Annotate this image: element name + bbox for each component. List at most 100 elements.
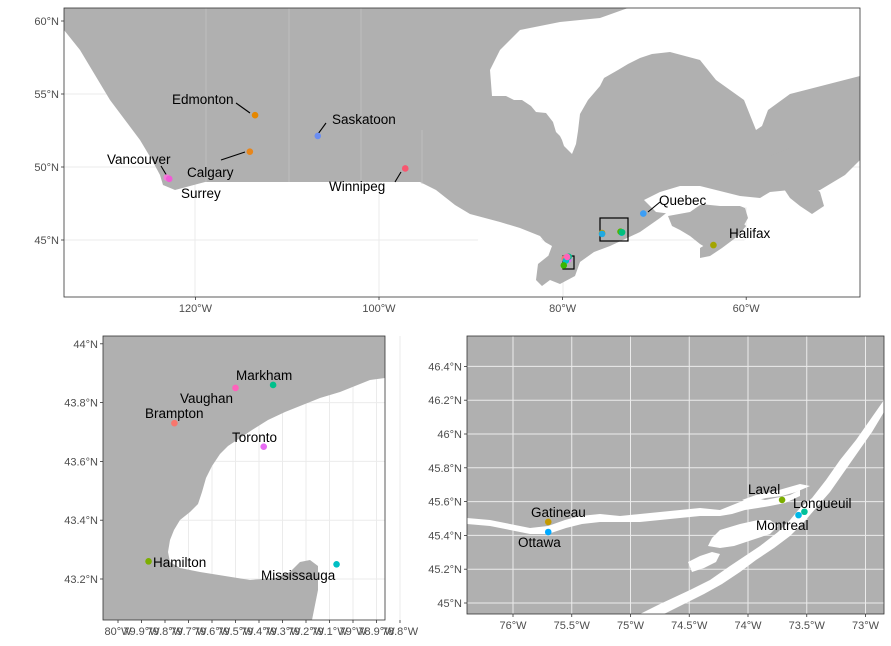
city-point-laval: [778, 496, 786, 504]
city-label-halifax: Halifax: [729, 226, 771, 241]
x-tick-label: 79.1°W: [311, 626, 348, 638]
city-point-halifax: [710, 241, 717, 249]
y-tick-label: 44°N: [73, 339, 98, 351]
ottawa-montreal-labels: Gatineau Ottawa Laval Longueuil Montreal: [518, 482, 852, 550]
y-tick-label: 55°N: [34, 89, 59, 101]
city-point-gatineau: [544, 518, 552, 526]
city-label-markham: Markham: [236, 368, 292, 383]
lake-st-louis: [708, 520, 778, 548]
y-tick-label: 46°N: [437, 429, 462, 441]
x-tick-label: 79°W: [339, 626, 367, 638]
toronto-landmass: [103, 336, 385, 620]
great-lakes: [470, 224, 552, 297]
x-tick-label: 79.5°W: [217, 626, 254, 638]
city-point-mississauga: [333, 561, 340, 568]
y-tick-label: 45.2°N: [428, 564, 462, 576]
city-label-surrey: Surrey: [181, 186, 221, 201]
x-tick-label: 78.9°W: [358, 626, 395, 638]
city-point-edmonton: [251, 111, 259, 119]
city-label-vancouver: Vancouver: [107, 152, 171, 167]
y-tick-label: 43.4°N: [64, 515, 98, 527]
provincial-borders: [205, 8, 423, 184]
canada-city-points: [163, 111, 717, 269]
x-tick-label: 76°W: [499, 620, 527, 632]
city-label-brampton: Brampton: [145, 406, 204, 421]
city-point-vaughan: [563, 253, 571, 261]
lake-st-francis: [688, 552, 720, 572]
atlantic-coast-water: [600, 212, 860, 297]
canada-labels: Edmonton Calgary Saskatoon Vancouver Sur…: [107, 92, 771, 241]
ottawa-montreal-map: 76°W 75.5°W 75°W 74.5°W 74°W 73.5°W 73°W 45°N 45…: [428, 335, 885, 632]
canada-map: 120°W 100°W 80°W 60°W 45°N 50°N 55°N 60°N Edmon…: [34, 7, 861, 315]
x-tick-label: 79.8°W: [147, 626, 184, 638]
x-tick-label: 79.6°W: [194, 626, 231, 638]
niagara-land: [230, 580, 312, 620]
y-tick-label: 45°N: [34, 235, 59, 247]
city-label-montreal: Montreal: [756, 518, 809, 533]
hudson-bay: [490, 8, 860, 154]
city-point-toronto: [260, 443, 268, 451]
city-point-surrey: [165, 175, 173, 183]
ottawa-montreal-gridlines: [467, 336, 884, 614]
x-tick-label: 73.5°W: [789, 620, 826, 632]
x-tick-label: 80°W: [104, 626, 132, 638]
x-tick-label: 74°W: [734, 620, 762, 632]
city-label-ottawa: Ottawa: [518, 535, 561, 550]
city-label-quebec: Quebec: [659, 193, 707, 208]
y-tick-label: 43.2°N: [64, 574, 98, 586]
x-tick-label: 79.9°W: [123, 626, 160, 638]
ottawa-montreal-axis-ticks: 76°W 75.5°W 75°W 74.5°W 74°W 73.5°W 73°W 45°N 45…: [428, 361, 879, 632]
city-point-calgary: [246, 148, 254, 155]
x-tick-label: 79.4°W: [241, 626, 278, 638]
city-point-montreal: [795, 511, 802, 519]
toronto-city-points: [145, 381, 340, 568]
city-point-brampton: [171, 419, 178, 427]
city-point-markham: [269, 381, 277, 389]
gulf-st-lawrence: [644, 186, 800, 214]
x-tick-label: 75.5°W: [554, 620, 591, 632]
canada-map-frame: [63, 7, 861, 298]
city-point-ottawa: [598, 230, 606, 238]
city-label-saskatoon: Saskatoon: [332, 112, 396, 127]
city-point-longueuil: [801, 508, 808, 516]
city-point-vaughan: [232, 384, 239, 392]
city-label-vaughan: Vaughan: [180, 391, 233, 406]
y-tick-label: 45°N: [437, 598, 462, 610]
x-tick-label: 60°W: [733, 303, 761, 315]
y-tick-label: 45.6°N: [428, 497, 462, 509]
y-tick-label: 60°N: [34, 16, 59, 28]
city-label-toronto: Toronto: [232, 430, 277, 445]
city-point-hamilton: [560, 262, 568, 269]
toronto-map-frame: [102, 335, 386, 621]
inset-box-ottawa-montreal: [599, 217, 629, 242]
x-tick-label: 75°W: [617, 620, 645, 632]
city-label-gatineau: Gatineau: [531, 505, 586, 520]
toronto-axis-ticks: 80°W79.9°W79.8°W79.7°W79.6°W79.5°W79.4°W…: [64, 339, 418, 638]
ottawa-montreal-map-frame: [466, 335, 885, 615]
x-tick-label: 78.8°W: [382, 626, 419, 638]
y-tick-label: 46.4°N: [428, 361, 462, 373]
x-tick-label: 100°W: [362, 303, 396, 315]
x-tick-label: 79.3°W: [264, 626, 301, 638]
x-tick-label: 79.2°W: [288, 626, 325, 638]
city-label-calgary: Calgary: [187, 165, 234, 180]
city-point-ottawa: [544, 528, 552, 536]
newfoundland: [770, 140, 824, 214]
city-point-quebec: [639, 210, 647, 217]
x-tick-label: 73°W: [852, 620, 880, 632]
y-tick-label: 43.6°N: [64, 456, 98, 468]
x-tick-label: 120°W: [179, 303, 213, 315]
riviere-des-prairies: [742, 484, 810, 502]
y-tick-label: 45.4°N: [428, 530, 462, 542]
city-label-hamilton: Hamilton: [153, 555, 206, 570]
y-tick-label: 50°N: [34, 162, 59, 174]
city-label-longueuil: Longueuil: [793, 496, 852, 511]
canada-landmass: [64, 8, 860, 284]
ottawa-montreal-city-points: [544, 496, 808, 536]
ottawa-montreal-map-background: [467, 336, 884, 614]
y-tick-label: 46.2°N: [428, 395, 462, 407]
y-tick-label: 45.8°N: [428, 463, 462, 475]
city-point-saskatoon: [314, 132, 322, 140]
canada-axis-ticks: 120°W 100°W 80°W 60°W 45°N 50°N 55°N 60°N: [34, 16, 760, 315]
